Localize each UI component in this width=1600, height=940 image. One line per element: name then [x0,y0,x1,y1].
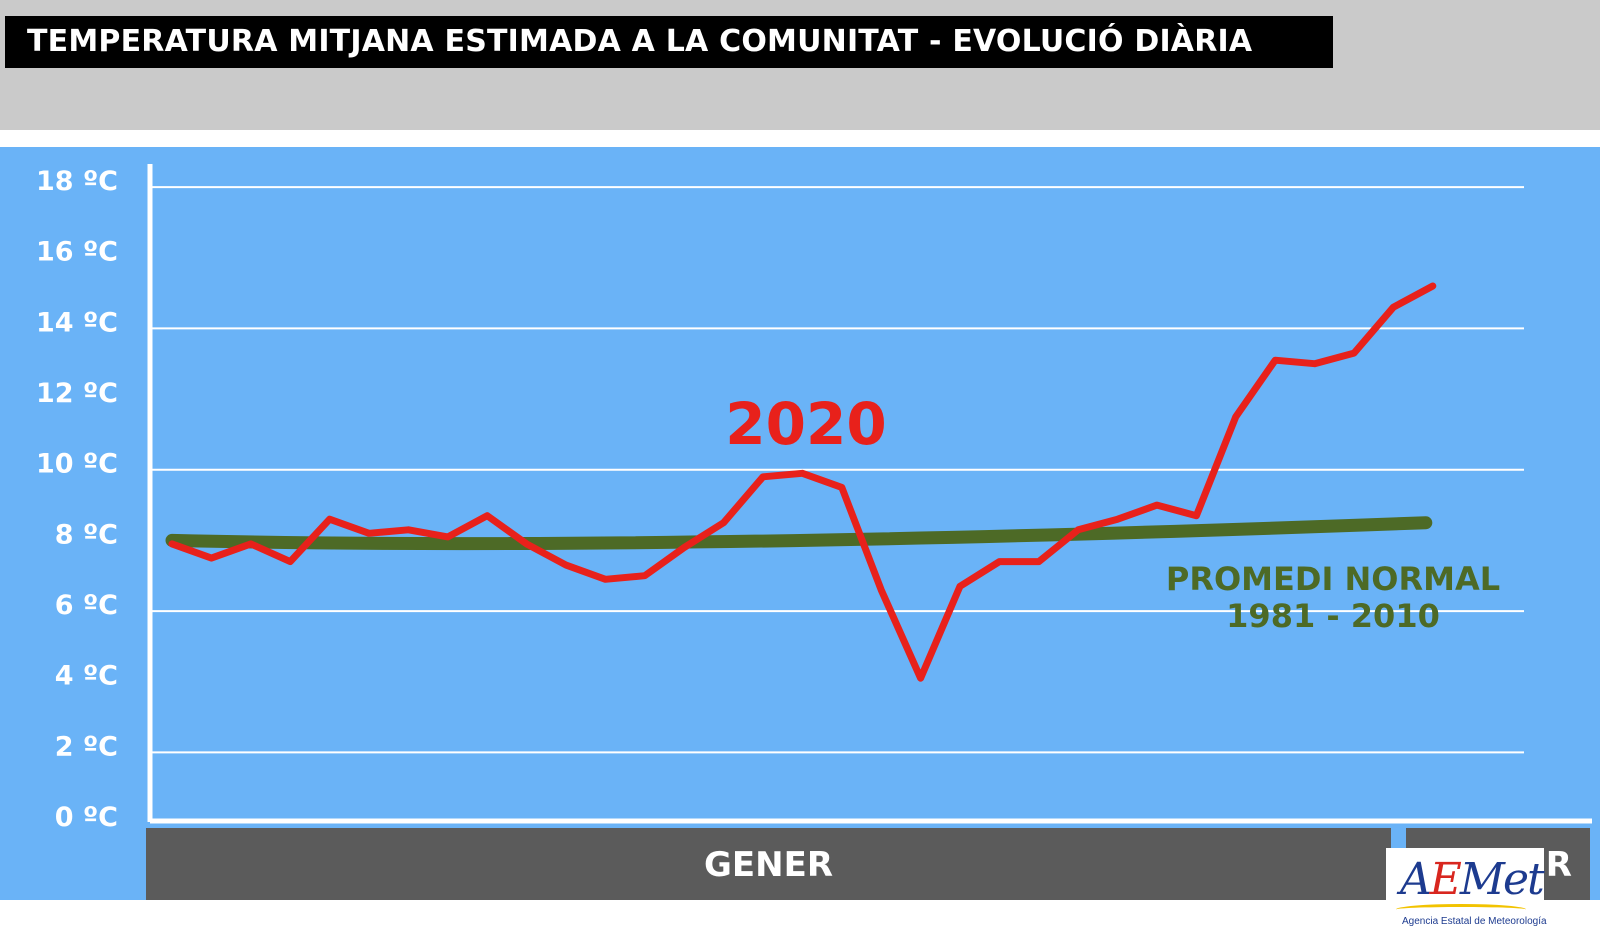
temperature-chart: 0 ºC 2 ºC 4 ºC 6 ºC 8 ºC 10 ºC 12 ºC 14 ºC 16 ºC… [36,164,1592,900]
y-tick-label: 6 ºC [55,590,118,621]
month-bar-gener [146,828,1391,900]
series-label-2020: 2020 [725,390,886,458]
title-bar: TEMPERATURA MITJANA ESTIMADA A LA COMUNI… [5,16,1333,68]
y-tick-label: 18 ºC [36,166,118,197]
series-line-2020 [168,282,1437,682]
y-tick-label: 10 ºC [36,449,118,480]
logo-wordmark: AEMet [1400,854,1545,905]
y-tick-label: 14 ºC [36,307,118,338]
y-tick-label: 2 ºC [55,731,118,762]
y-tick-label: 0 ºC [55,802,118,833]
y-tick-label: 16 ºC [36,237,118,268]
month-label-gener: GENER [704,845,833,885]
series-label-normal-line2: 1981 - 2010 [1226,597,1440,635]
page-title: TEMPERATURA MITJANA ESTIMADA A LA COMUNI… [27,24,1253,59]
y-tick-label: 8 ºC [55,519,118,550]
aemet-logo: AEMet Agencia Estatal de Meteorología [1386,848,1547,940]
series-line-normal [165,516,1433,551]
y-tick-label: 4 ºC [55,661,118,692]
chart-area: 0 ºC 2 ºC 4 ºC 6 ºC 8 ºC 10 ºC 12 ºC 14 ºC 16 ºC… [0,147,1600,940]
series-label-normal-line1: PROMEDI NORMAL [1166,560,1500,598]
logo-subtitle: Agencia Estatal de Meteorología [1402,916,1547,927]
logo-swoosh [1396,904,1526,915]
y-tick-label: 12 ºC [36,378,118,409]
